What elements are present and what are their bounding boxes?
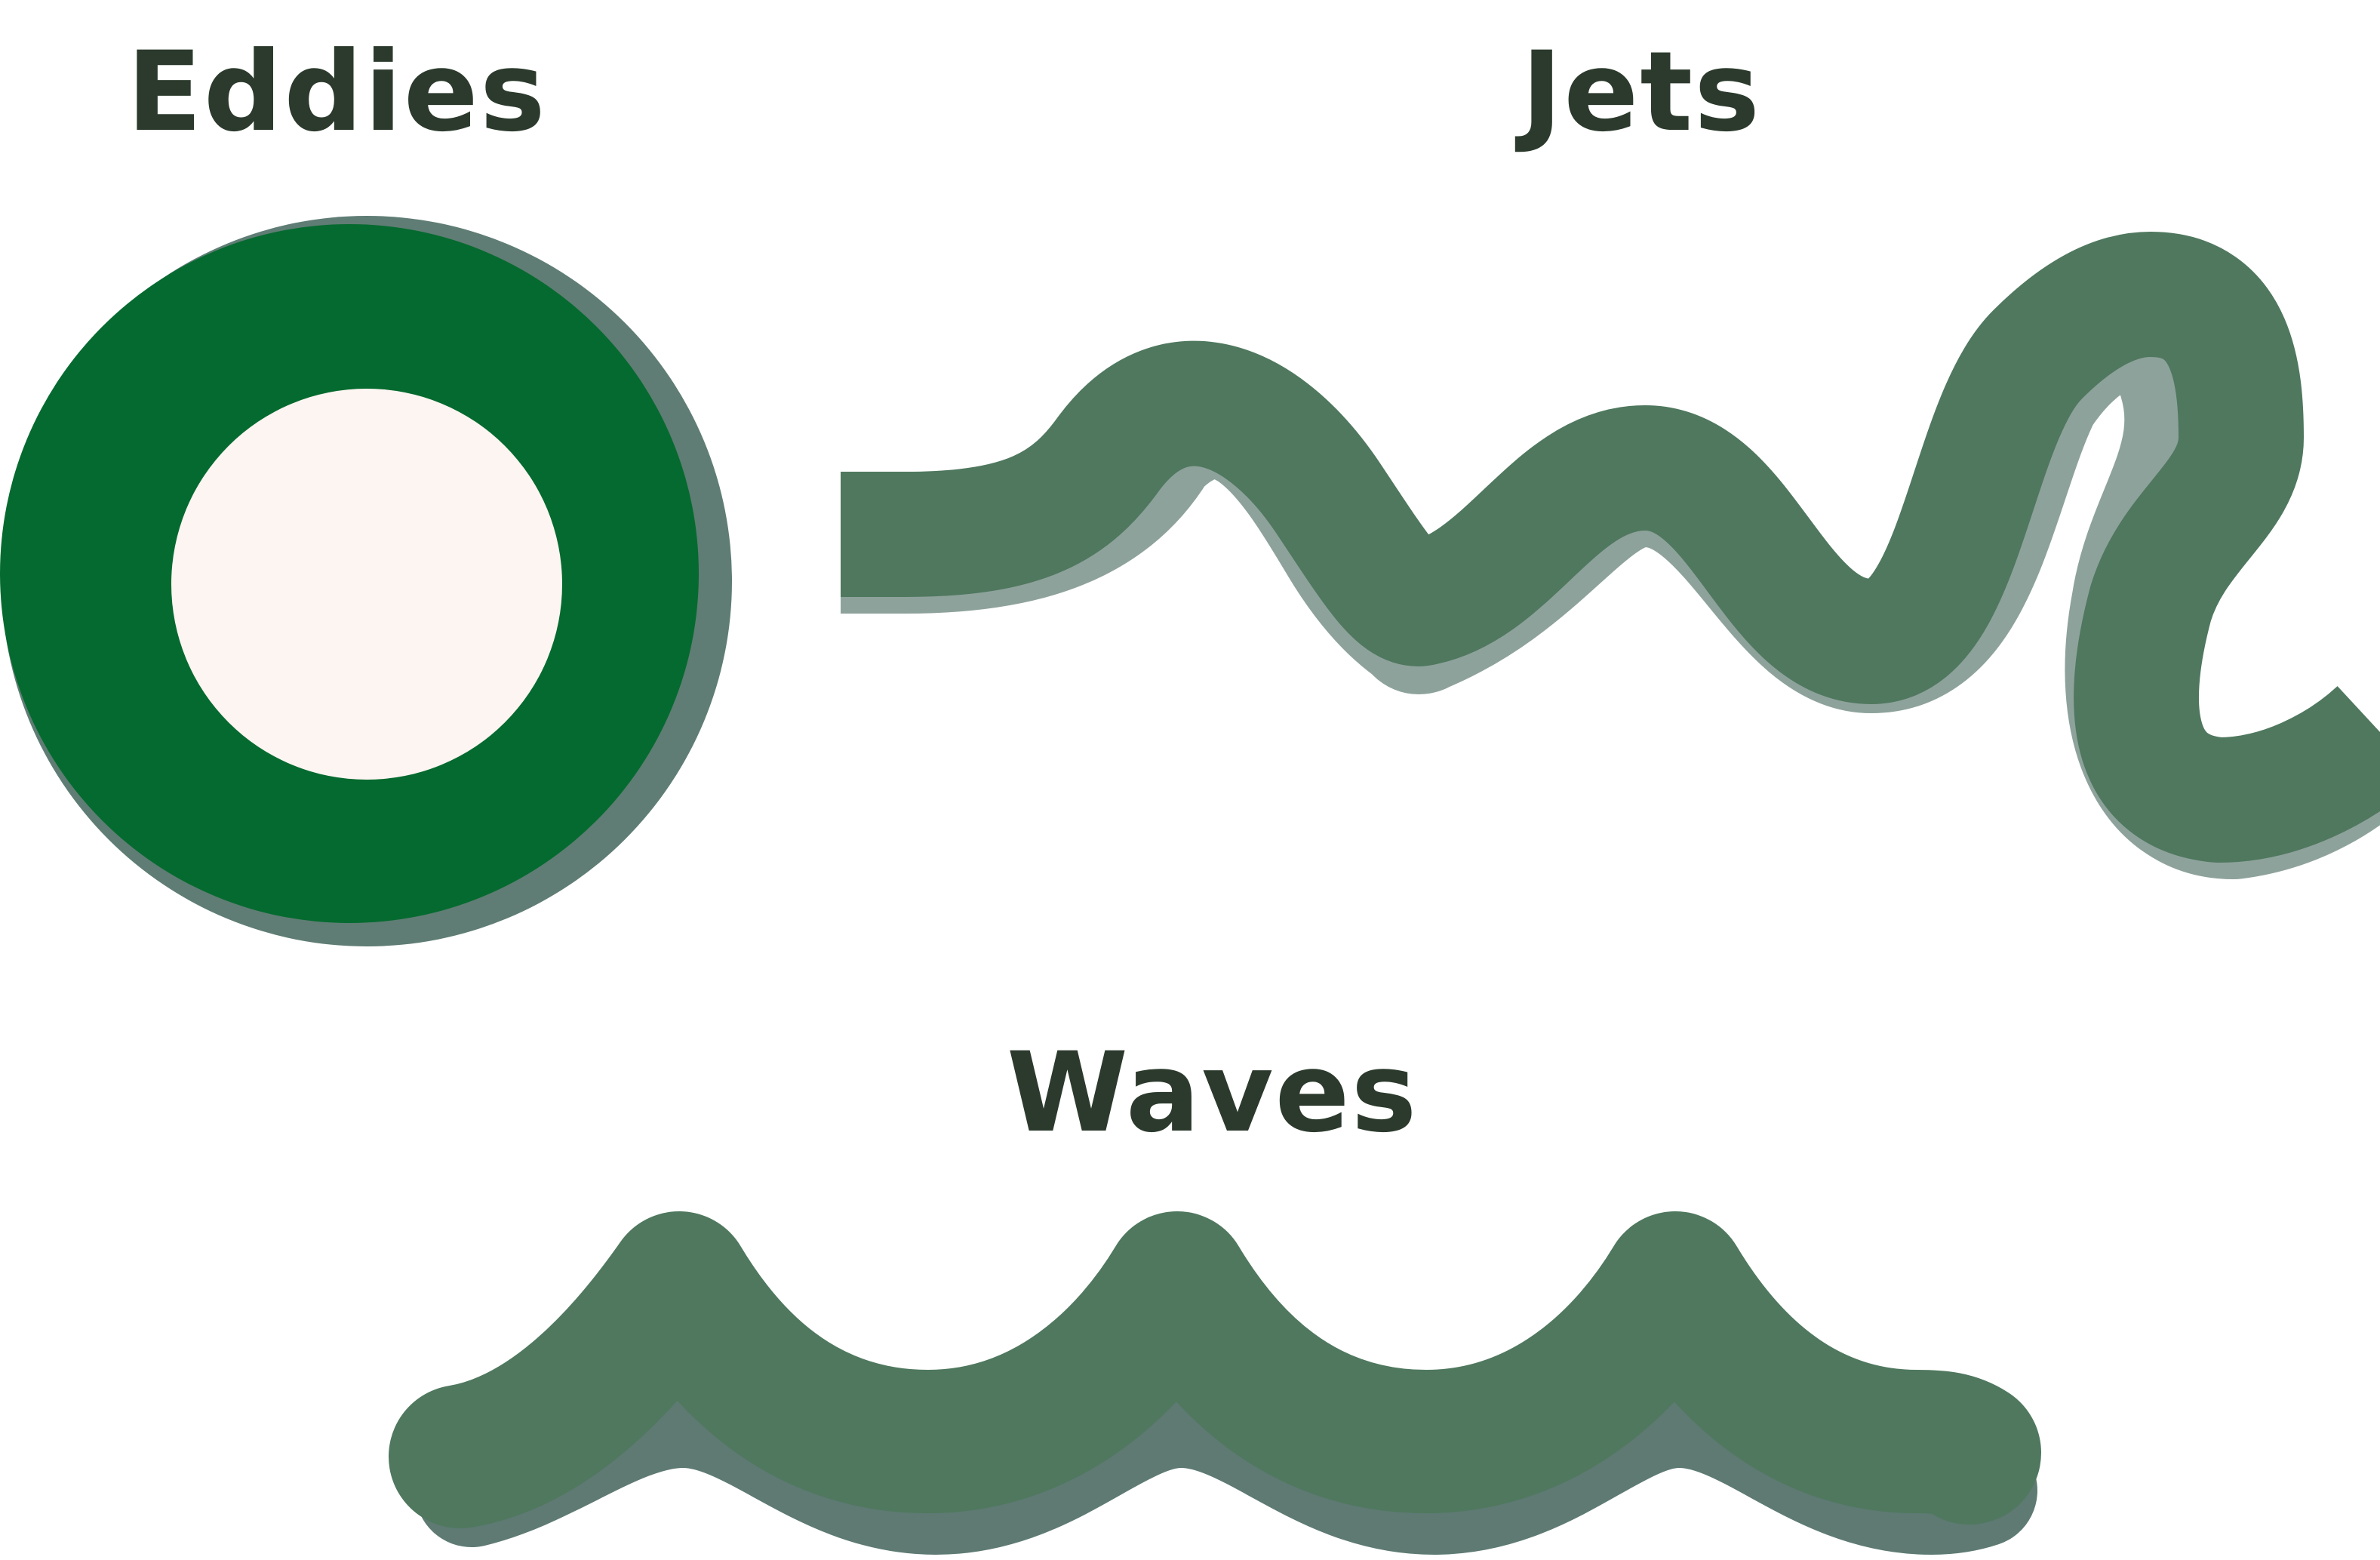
label-jets: Jets <box>1514 28 1761 156</box>
wave-icon <box>389 1211 2041 1555</box>
eddy-center <box>171 389 562 780</box>
jet-band <box>841 232 2380 863</box>
wave-band <box>389 1211 2041 1528</box>
label-eddies: Eddies <box>127 28 547 156</box>
label-waves: Waves <box>1007 1029 1418 1157</box>
eddy-icon <box>0 216 732 946</box>
jet-icon <box>841 232 2380 879</box>
